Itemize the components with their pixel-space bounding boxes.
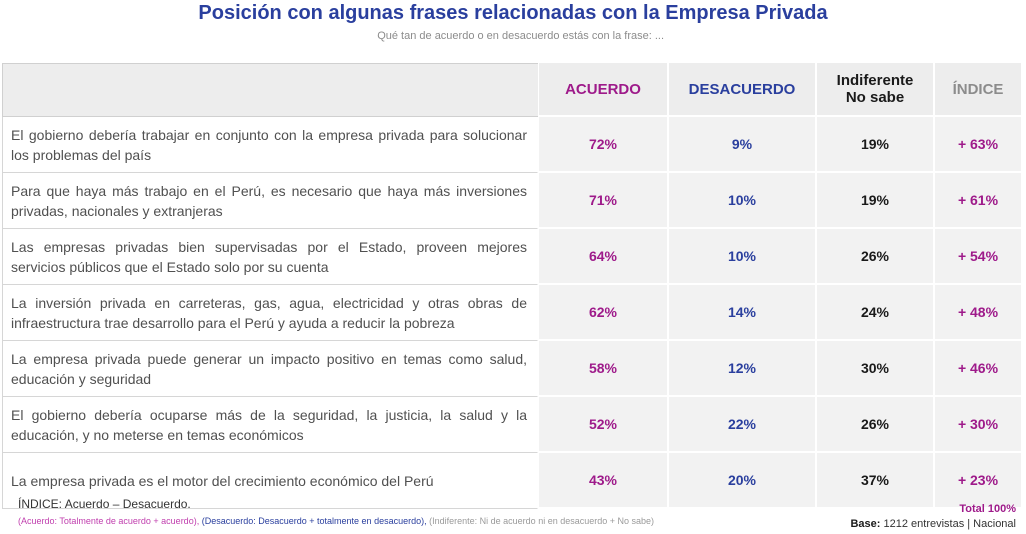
table-row: La empresa privada puede generar un impa…: [2, 341, 1022, 397]
results-table: ACUERDO DESACUERDO Indiferente No sabe Í…: [2, 63, 1022, 509]
cell-indiferente: 19%: [816, 117, 934, 173]
row-statement: Las empresas privadas bien supervisadas …: [2, 229, 538, 285]
row-statement: La inversión privada en carreteras, gas,…: [2, 285, 538, 341]
cell-acuerdo: 52%: [538, 397, 668, 453]
table-row: El gobierno debería ocuparse más de la s…: [2, 397, 1022, 453]
table-header: ACUERDO DESACUERDO Indiferente No sabe Í…: [2, 63, 1022, 117]
header-acuerdo: ACUERDO: [538, 63, 668, 117]
cell-acuerdo: 43%: [538, 453, 668, 509]
cell-desacuerdo: 10%: [668, 229, 816, 285]
header-indice: ÍNDICE: [934, 63, 1022, 117]
subtitle-text: Qué tan de acuerdo o en desacuerdo estás…: [377, 30, 664, 42]
legend-acuerdo: (Acuerdo: Totalmente de acuerdo + acuerd…: [18, 516, 200, 526]
cell-acuerdo: 72%: [538, 117, 668, 173]
cell-desacuerdo: 14%: [668, 285, 816, 341]
row-statement: El gobierno debería trabajar en conjunto…: [2, 117, 538, 173]
base-note: Base: 1212 entrevistas | Nacional: [850, 518, 1016, 530]
cell-indiferente: 26%: [816, 397, 934, 453]
cell-desacuerdo: 20%: [668, 453, 816, 509]
cell-indice: + 48%: [934, 285, 1022, 341]
header-indiferente-line2: No sabe: [845, 89, 905, 106]
base-value: 1212 entrevistas | Nacional: [883, 518, 1017, 530]
header-indiferente: Indiferente No sabe: [816, 63, 934, 117]
page-title: Posición con algunas frases relacionadas…: [198, 2, 828, 24]
table-row: La empresa privada es el motor del creci…: [2, 453, 1022, 509]
legend-desacuerdo: (Desacuerdo: Desacuerdo + totalmente en …: [201, 516, 427, 526]
header-statement-blank: [2, 63, 538, 117]
row-statement: La empresa privada puede generar un impa…: [2, 341, 538, 397]
cell-indice: + 54%: [934, 229, 1022, 285]
index-formula: Acuerdo – Desacuerdo.: [64, 497, 191, 511]
row-statement: La empresa privada es el motor del creci…: [2, 453, 538, 509]
row-statement: El gobierno debería ocuparse más de la s…: [2, 397, 538, 453]
cell-indiferente: 26%: [816, 229, 934, 285]
base-label: Base:: [850, 518, 881, 530]
table-body: El gobierno debería trabajar en conjunto…: [2, 117, 1022, 509]
cell-desacuerdo: 9%: [668, 117, 816, 173]
table-row: La inversión privada en carreteras, gas,…: [2, 285, 1022, 341]
cell-indiferente: 24%: [816, 285, 934, 341]
header-desacuerdo: DESACUERDO: [668, 63, 816, 117]
cell-acuerdo: 64%: [538, 229, 668, 285]
cell-acuerdo: 58%: [538, 341, 668, 397]
legend-note: (Acuerdo: Totalmente de acuerdo + acuerd…: [18, 516, 654, 526]
cell-indice: + 23%: [934, 453, 1022, 509]
table-row: Para que haya más trabajo en el Perú, es…: [2, 173, 1022, 229]
cell-desacuerdo: 12%: [668, 341, 816, 397]
cell-indiferente: 19%: [816, 173, 934, 229]
cell-indice: + 61%: [934, 173, 1022, 229]
cell-indiferente: 30%: [816, 341, 934, 397]
legend-indiferente: (Indiferente: Ni de acuerdo ni en desacu…: [429, 516, 655, 526]
cell-acuerdo: 62%: [538, 285, 668, 341]
cell-desacuerdo: 10%: [668, 173, 816, 229]
header-indiferente-line1: Indiferente: [836, 72, 914, 89]
row-statement: Para que haya más trabajo en el Perú, es…: [2, 173, 538, 229]
total-label: Total 100%: [959, 503, 1016, 515]
cell-acuerdo: 71%: [538, 173, 668, 229]
page-subtitle: Qué tan de acuerdo o en desacuerdo estás…: [0, 30, 1010, 42]
cell-indiferente: 37%: [816, 453, 934, 509]
cell-desacuerdo: 22%: [668, 397, 816, 453]
index-definition: ÍNDICE: Acuerdo – Desacuerdo.: [18, 497, 191, 511]
table-row: El gobierno debería trabajar en conjunto…: [2, 117, 1022, 173]
cell-indice: + 63%: [934, 117, 1022, 173]
cell-indice: + 46%: [934, 341, 1022, 397]
cell-indice: + 30%: [934, 397, 1022, 453]
table-row: Las empresas privadas bien supervisadas …: [2, 229, 1022, 285]
index-label: ÍNDICE:: [18, 497, 63, 511]
